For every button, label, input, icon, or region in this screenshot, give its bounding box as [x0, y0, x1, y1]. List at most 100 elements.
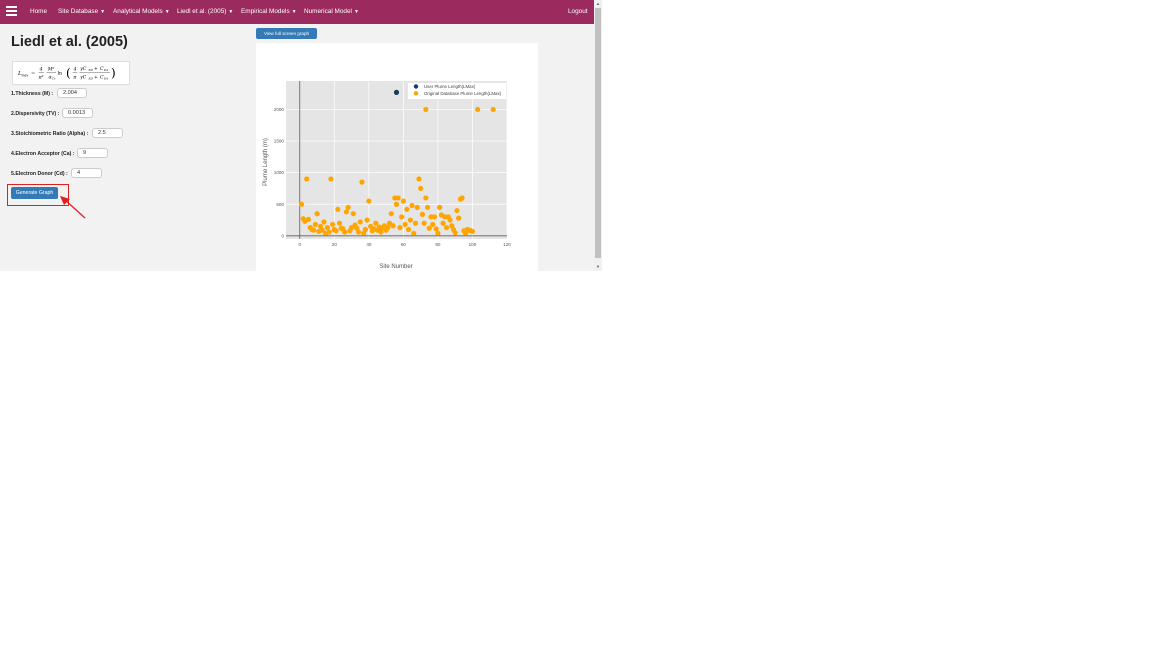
scrollbar-thumb[interactable] — [595, 8, 601, 258]
original-plume-point — [357, 219, 363, 225]
original-plume-point — [423, 195, 429, 201]
original-plume-point — [364, 217, 370, 223]
nav-numerical-model-label: Numerical Model — [304, 8, 352, 15]
original-plume-point — [304, 176, 310, 182]
vertical-scrollbar[interactable]: ▲ ▼ — [594, 0, 602, 271]
original-plume-point — [350, 211, 356, 217]
legend-marker — [413, 91, 419, 96]
original-plume-point — [454, 207, 460, 214]
thickness-input[interactable] — [57, 88, 87, 98]
original-plume-point — [423, 106, 429, 113]
x-tick-label: 20 — [332, 242, 338, 247]
nav-site-database-label: Site Database — [58, 8, 99, 15]
original-plume-point — [330, 221, 336, 228]
original-plume-point — [359, 179, 365, 185]
formula-eq: = — [31, 71, 35, 77]
x-tick-label: 40 — [366, 242, 372, 247]
y-tick-label: 2000 — [274, 107, 285, 112]
original-plume-point — [324, 225, 331, 231]
nav-numerical-model[interactable]: Numerical Model ▼ — [304, 0, 359, 24]
original-plume-point — [456, 215, 462, 221]
formula-c-bot-sub: EA — [103, 77, 108, 81]
nav-liedl[interactable]: Liedl et al. (2005) ▼ — [177, 0, 233, 24]
original-plume-point — [437, 204, 443, 210]
browser-viewport: Home Site Database ▼ Analytical Models ▼ L… — [0, 0, 602, 271]
user-plume-point — [393, 89, 400, 95]
original-plume-point — [314, 211, 320, 217]
dispersivity-input[interactable] — [62, 108, 93, 118]
thickness-label: 1.Thickness (M) : — [11, 91, 54, 97]
formula-g-den: γC — [80, 75, 87, 81]
scroll-up-icon[interactable]: ▲ — [596, 1, 600, 6]
original-plume-point — [362, 226, 369, 233]
original-plume-point — [298, 201, 305, 207]
original-plume-point — [404, 206, 410, 212]
view-full-screen-button[interactable]: View full screen graph — [256, 28, 317, 39]
y-tick-label: 1500 — [274, 139, 285, 144]
formula-plus-bot: + — [94, 75, 98, 81]
stoichiometric-ratio-input[interactable] — [92, 128, 123, 138]
caret-down-icon: ▼ — [291, 9, 297, 15]
original-plume-point — [402, 221, 408, 228]
generate-graph-button[interactable]: Generate Graph — [11, 187, 58, 199]
original-plume-point — [418, 185, 424, 192]
original-plume-point — [390, 223, 396, 229]
x-tick-label: 0 — [299, 242, 302, 247]
nav-site-database[interactable]: Site Database ▼ — [58, 0, 105, 24]
original-plume-point — [399, 214, 405, 220]
formula-paren-open: ( — [66, 66, 71, 80]
x-tick-label: 80 — [435, 242, 441, 247]
grid-lines — [286, 81, 508, 239]
y-tick-label: 0 — [281, 233, 284, 238]
nav-home[interactable]: Home — [30, 0, 47, 24]
formula-plus-top: + — [94, 66, 98, 72]
original-plume-point — [326, 229, 332, 235]
electron-donor-input[interactable] — [71, 168, 102, 178]
original-plume-point — [405, 226, 412, 233]
stoichiometric-ratio-label: 3.Stoichiometric Ratio (Alpha) : — [11, 131, 89, 137]
original-plume-point — [393, 201, 400, 207]
legend-background — [408, 83, 506, 99]
axes: 0 20 40 60 80 100 120 0 500 1000 1500 2000 — [274, 81, 511, 247]
caret-down-icon: ▼ — [353, 9, 359, 15]
original-plume-point — [319, 227, 325, 233]
original-plume-point — [328, 176, 334, 182]
original-plume-point — [412, 220, 419, 226]
original-plume-point — [366, 198, 372, 204]
nav-analytical-models[interactable]: Analytical Models ▼ — [113, 0, 170, 24]
formula-svg: L max = 4 π² M² α Tv ln ( 4 π γC ED + C … — [17, 66, 116, 81]
original-plume-point — [475, 106, 481, 113]
nav-analytical-models-label: Analytical Models — [113, 8, 163, 15]
x-tick-label: 60 — [401, 242, 407, 247]
nav-home-label: Home — [30, 8, 48, 15]
formula-m-den-sub: Tv — [52, 77, 56, 81]
original-plume-point — [431, 214, 438, 220]
caret-down-icon: ▼ — [228, 9, 234, 15]
caret-down-icon: ▼ — [100, 9, 106, 15]
legend-label: User Plume Length(LMax) — [424, 84, 476, 89]
plot-area — [286, 81, 507, 239]
original-plume-point — [311, 227, 317, 233]
nav-empirical-models[interactable]: Empirical Models ▼ — [241, 0, 297, 24]
original-plume-point — [416, 176, 422, 182]
original-plume-point — [407, 217, 413, 223]
original-plume-point — [469, 228, 476, 235]
logout-link[interactable]: Logout — [568, 0, 588, 24]
electron-acceptor-input[interactable] — [77, 148, 108, 158]
original-plume-point — [419, 211, 425, 217]
original-plume-point — [321, 219, 327, 225]
navbar: Home Site Database ▼ Analytical Models ▼ L… — [0, 0, 594, 24]
menu-icon[interactable] — [6, 6, 17, 16]
scroll-down-icon[interactable]: ▼ — [596, 264, 600, 269]
y-axis-label: Plume Length (m) — [263, 138, 269, 186]
original-plume-point — [411, 230, 417, 236]
original-plume-point — [414, 204, 420, 210]
formula-lhs: L — [17, 71, 22, 77]
caret-down-icon: ▼ — [164, 9, 170, 15]
original-plume-point — [342, 229, 348, 235]
original-plume-point — [345, 204, 351, 210]
electron-donor-label: 5.Electron Donor (Cd) : — [11, 171, 68, 177]
formula-c-top-sub: EA — [103, 68, 108, 72]
original-plume-point — [430, 221, 436, 228]
original-plume-point — [433, 226, 439, 232]
